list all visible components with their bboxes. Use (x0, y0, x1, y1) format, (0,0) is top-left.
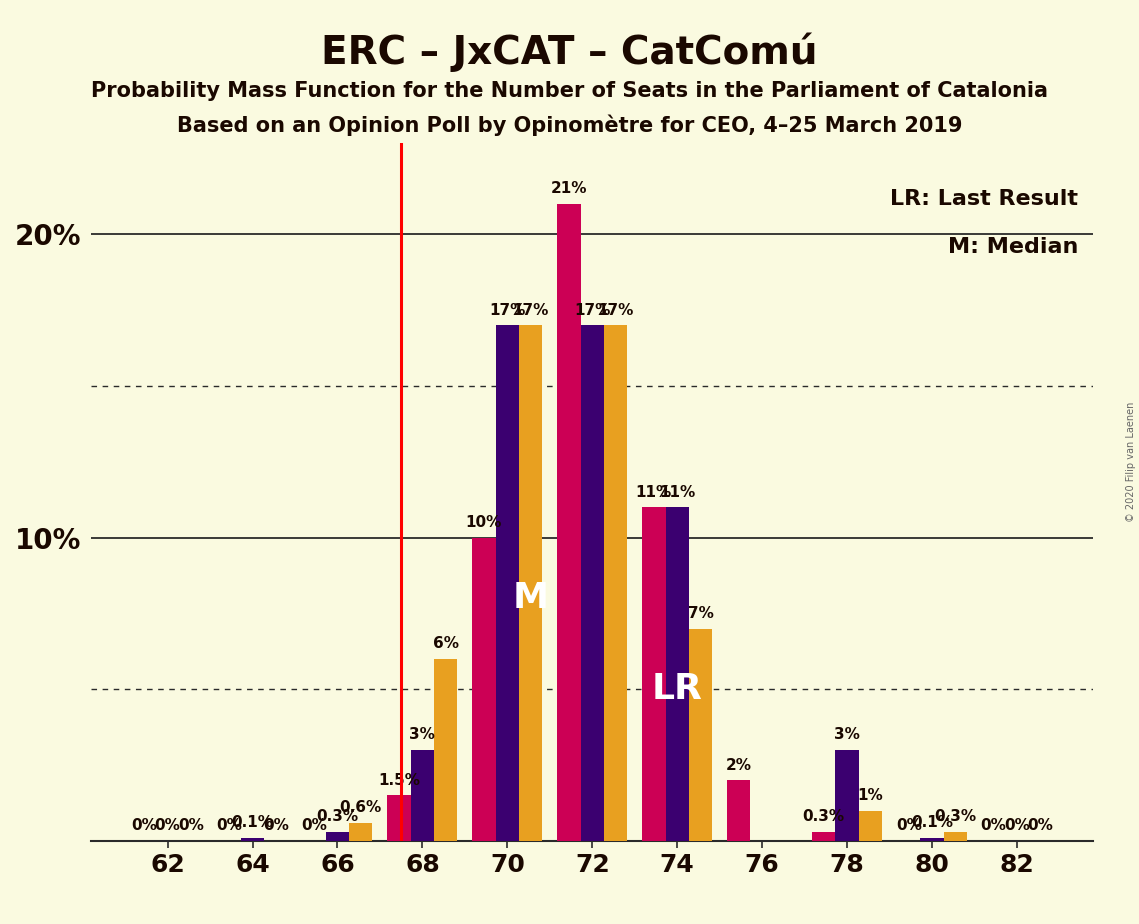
Text: ERC – JxCAT – CatComú: ERC – JxCAT – CatComú (321, 32, 818, 72)
Text: 0.1%: 0.1% (231, 815, 273, 831)
Bar (581, 325, 604, 841)
Bar (519, 325, 542, 841)
Text: 17%: 17% (489, 303, 525, 318)
Bar (859, 810, 882, 841)
Text: 17%: 17% (598, 303, 633, 318)
Text: © 2020 Filip van Laenen: © 2020 Filip van Laenen (1126, 402, 1136, 522)
Text: LR: LR (652, 672, 703, 706)
Text: 0.3%: 0.3% (934, 809, 976, 824)
Bar (326, 832, 350, 841)
Text: 17%: 17% (574, 303, 611, 318)
Bar (350, 822, 372, 841)
Text: 0%: 0% (301, 819, 327, 833)
Text: 11%: 11% (659, 484, 695, 500)
Text: 3%: 3% (409, 727, 435, 742)
Text: M: M (513, 581, 549, 615)
Text: 0%: 0% (131, 819, 157, 833)
Bar (495, 325, 519, 841)
Bar (689, 628, 712, 841)
Text: 0%: 0% (981, 819, 1007, 833)
Bar (835, 750, 859, 841)
Text: Based on an Opinion Poll by Opinomètre for CEO, 4–25 March 2019: Based on an Opinion Poll by Opinomètre f… (177, 115, 962, 136)
Text: 1.5%: 1.5% (378, 772, 420, 788)
Text: M: Median: M: Median (948, 237, 1079, 258)
Text: Probability Mass Function for the Number of Seats in the Parliament of Catalonia: Probability Mass Function for the Number… (91, 81, 1048, 102)
Bar (434, 659, 458, 841)
Text: LR: Last Result: LR: Last Result (891, 188, 1079, 209)
Text: 0%: 0% (263, 819, 289, 833)
Bar (944, 832, 967, 841)
Text: 0%: 0% (155, 819, 180, 833)
Text: 0%: 0% (216, 819, 243, 833)
Text: 0.3%: 0.3% (317, 809, 359, 824)
Bar (665, 507, 689, 841)
Bar (557, 204, 581, 841)
Bar (727, 780, 751, 841)
Text: 17%: 17% (513, 303, 549, 318)
Bar (411, 750, 434, 841)
Text: 10%: 10% (466, 515, 502, 530)
Text: 0%: 0% (1005, 819, 1030, 833)
Bar (604, 325, 628, 841)
Bar (812, 832, 835, 841)
Text: 7%: 7% (688, 606, 713, 621)
Text: 6%: 6% (433, 637, 459, 651)
Bar (473, 538, 495, 841)
Bar (387, 796, 411, 841)
Bar (642, 507, 665, 841)
Text: 21%: 21% (550, 181, 588, 196)
Text: 0%: 0% (1027, 819, 1054, 833)
Text: 0.3%: 0.3% (803, 809, 845, 824)
Text: 0.6%: 0.6% (339, 800, 382, 815)
Text: 0%: 0% (178, 819, 204, 833)
Text: 11%: 11% (636, 484, 672, 500)
Text: 3%: 3% (834, 727, 860, 742)
Bar (240, 838, 264, 841)
Text: 0%: 0% (895, 819, 921, 833)
Text: 2%: 2% (726, 758, 752, 772)
Text: 0.1%: 0.1% (911, 815, 953, 831)
Text: 1%: 1% (858, 788, 884, 803)
Bar (920, 838, 944, 841)
